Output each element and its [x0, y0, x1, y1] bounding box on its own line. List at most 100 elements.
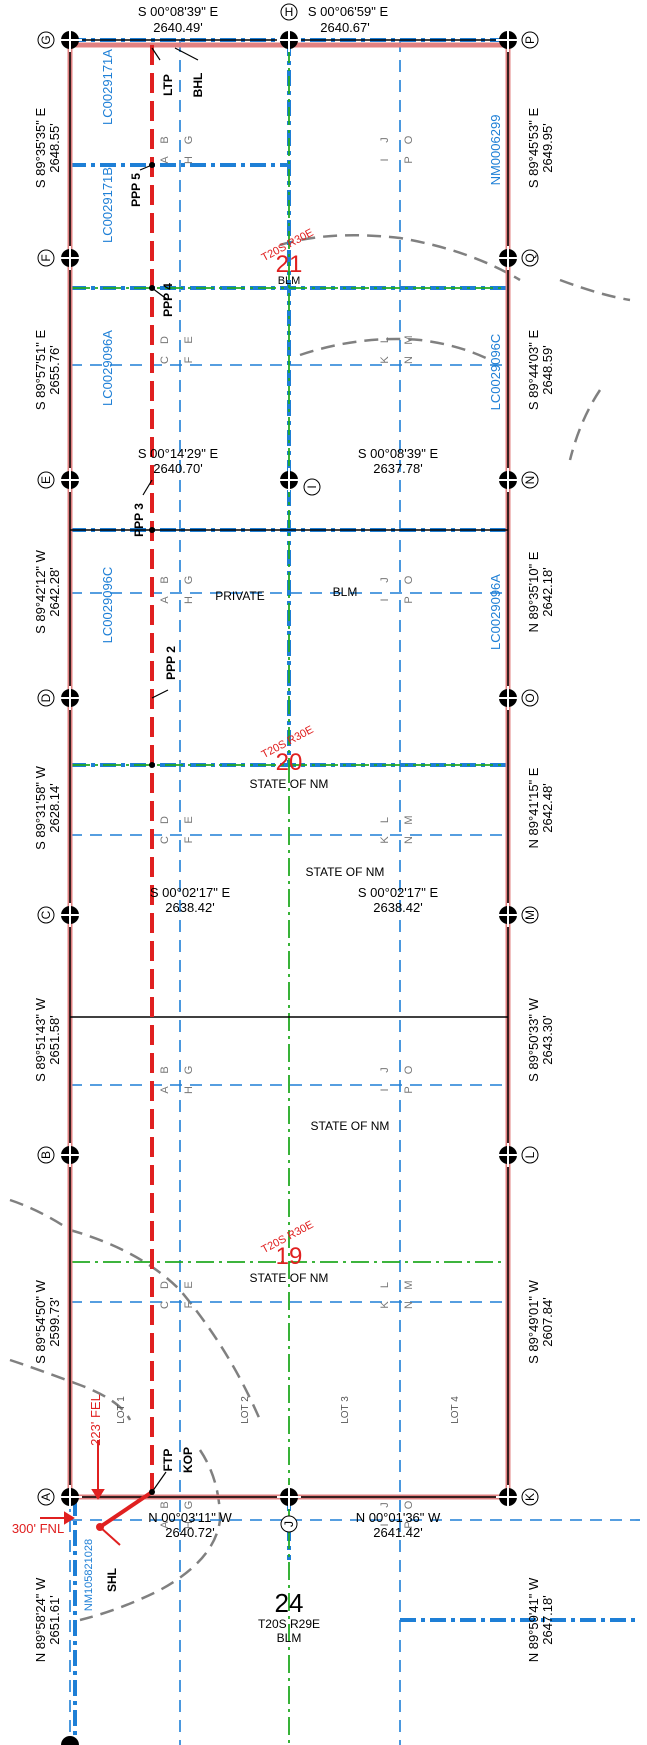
svg-text:H: H: [285, 5, 294, 19]
ownership-state-1: STATE OF NM: [306, 865, 385, 879]
label-bhl: BHL: [191, 73, 205, 98]
lot-2: LOT 2: [240, 1396, 251, 1424]
monument-q: [496, 246, 520, 270]
lease-nm105821028: NM105821028: [83, 1539, 95, 1611]
dist-left-5: 2651.58': [47, 1015, 62, 1064]
ownership-state-2: STATE OF NM: [311, 1119, 390, 1133]
bearing-low-right: S 00°02'17" E: [358, 885, 439, 900]
bearing-right-4: N 89°41'15" E: [526, 767, 541, 848]
svg-text:G: G: [39, 35, 53, 44]
lot-1: LOT 1: [116, 1396, 127, 1424]
monument-b: [58, 1143, 82, 1167]
dist-low-right: 2638.42': [373, 900, 422, 915]
svg-text:P: P: [403, 156, 415, 163]
svg-text:O: O: [403, 1500, 415, 1509]
svg-text:P: P: [403, 1086, 415, 1093]
corner-label-b: B: [37, 1146, 55, 1164]
svg-text:C: C: [159, 1301, 171, 1309]
bearing-left-4: S 89°31'58" W: [33, 765, 48, 850]
bearing-right-3: N 89°35'10" E: [526, 551, 541, 632]
label-shl: SHL: [105, 1568, 119, 1592]
svg-text:Q: Q: [523, 253, 537, 262]
svg-text:L: L: [379, 817, 391, 823]
svg-text:B: B: [159, 1066, 171, 1073]
svg-text:A: A: [39, 1493, 53, 1501]
svg-text:G: G: [183, 576, 195, 585]
svg-text:B: B: [159, 136, 171, 143]
svg-text:M: M: [403, 335, 415, 344]
dist-bot-right: 2641.42': [373, 1525, 422, 1540]
lease-labels: LC0029171A LC0029171B LC0029096A LC00290…: [83, 49, 503, 1611]
lease-lc0029096a: LC0029096A: [100, 330, 115, 406]
offset-labels: 223' FEL 300' FNL: [12, 1394, 103, 1536]
svg-text:B: B: [39, 1151, 53, 1159]
dist-right-2: 2648.59': [540, 345, 555, 394]
corner-label-o: O: [521, 689, 539, 707]
bearing-mid-right: S 00°08'39" E: [358, 446, 439, 461]
svg-text:A: A: [159, 156, 171, 164]
section-24-township: T20S R29E: [258, 1617, 320, 1631]
svg-text:D: D: [159, 816, 171, 824]
svg-text:L: L: [379, 1282, 391, 1288]
svg-text:I: I: [379, 598, 391, 601]
label-ltp: LTP: [161, 74, 175, 96]
corner-label-g: G: [37, 31, 55, 49]
svg-text:C: C: [159, 836, 171, 844]
svg-text:O: O: [403, 135, 415, 144]
monument-f: [58, 246, 82, 270]
dist-right-5: 2643.30': [540, 1015, 555, 1064]
ownership-labels: PRIVATE BLM STATE OF NM STATE OF NM: [215, 585, 389, 1133]
section-19-number: 19: [276, 1243, 303, 1270]
monument-p: [496, 28, 520, 52]
svg-text:A: A: [159, 1086, 171, 1094]
svg-text:J: J: [379, 577, 391, 583]
svg-text:B: B: [159, 576, 171, 583]
offset-fel: 223' FEL: [88, 1394, 103, 1446]
bearing-bot-left: N 00°03'11" W: [148, 1510, 232, 1525]
svg-text:P: P: [403, 1521, 415, 1528]
section-lines: [72, 45, 508, 1745]
corner-label-j: J: [280, 1515, 298, 1533]
lot-4: LOT 4: [450, 1396, 461, 1424]
bearing-left-6: S 89°54'50" W: [33, 1279, 48, 1364]
svg-text:N: N: [523, 476, 537, 485]
lease-lc0029096c-right: LC0029096C: [488, 334, 503, 411]
corner-label-f: F: [37, 249, 55, 267]
label-ftp: FTP: [161, 1449, 175, 1472]
bearing-left-1: S 89°35'35" E: [33, 108, 48, 189]
bearing-right-7: N 89°59'41" W: [526, 1577, 541, 1662]
label-ppp4: PPP 4: [161, 283, 175, 317]
dist-right-1: 2649.95': [540, 123, 555, 172]
dist-left-7: 2651.61': [47, 1595, 62, 1644]
svg-text:I: I: [379, 158, 391, 161]
corner-label-i: I: [303, 478, 321, 496]
dist-left-6: 2599.73': [47, 1297, 62, 1346]
lease-lc0029171b: LC0029171B: [100, 167, 115, 243]
bearing-right-6: S 89°49'01" W: [526, 1279, 541, 1364]
svg-text:E: E: [39, 476, 53, 484]
svg-text:J: J: [379, 137, 391, 143]
monument-k: [496, 1485, 520, 1509]
right-bearings: S 89°45'53" E 2649.95' S 89°44'03" E 264…: [526, 108, 555, 1663]
monument-m: [496, 903, 520, 927]
monument-n: [496, 468, 520, 492]
svg-text:H: H: [183, 1521, 195, 1529]
bearing-left-2: S 89°57'51" E: [33, 330, 48, 411]
bearing-top-right: S 00°06'59" E: [308, 4, 389, 19]
dist-top-right: 2640.67': [320, 20, 369, 35]
dist-mid-left: 2640.70': [153, 461, 202, 476]
dist-right-4: 2642.48': [540, 783, 555, 832]
monument-e: [58, 468, 82, 492]
monument-bottom: [61, 1736, 79, 1745]
bearing-mid-left: S 00°14'29" E: [138, 446, 219, 461]
svg-text:N: N: [403, 1301, 415, 1309]
monument-h: [277, 28, 301, 52]
lease-lc0029096c: LC0029096C: [100, 567, 115, 644]
corner-label-a: A: [37, 1488, 55, 1506]
svg-text:D: D: [159, 336, 171, 344]
svg-text:N: N: [403, 836, 415, 844]
svg-text:J: J: [379, 1067, 391, 1073]
svg-text:F: F: [183, 356, 195, 363]
corner-label-c: C: [37, 906, 55, 924]
label-ppp2: PPP 2: [164, 646, 178, 680]
